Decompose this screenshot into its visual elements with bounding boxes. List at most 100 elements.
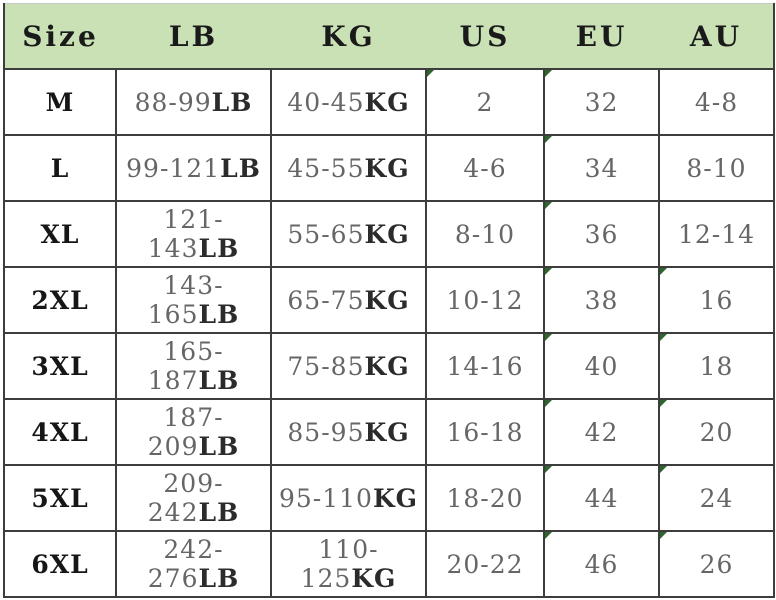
cell-au: 24 [658, 464, 775, 532]
au-value: 12-14 [677, 219, 756, 249]
lb-unit: LB [211, 87, 253, 117]
cell-size: L [3, 134, 117, 202]
lb-unit: LB [198, 498, 240, 527]
kg-unit: KG [351, 564, 397, 593]
col-header-lb: LB [116, 3, 271, 70]
cell-us: 10-12 [425, 266, 545, 334]
cell-us: 16-18 [425, 398, 545, 466]
cell-au: 8-10 [658, 134, 775, 202]
header-row: Size LB KG US EU AU [3, 3, 775, 70]
cell-eu: 34 [543, 134, 660, 202]
error-flag-icon [660, 532, 667, 539]
table-row-m: M 88-99LB 40-45KG 2 32 4-8 [3, 68, 775, 136]
error-flag-icon [545, 136, 552, 143]
eu-value: 32 [584, 87, 619, 117]
lb-range: 143-165 [147, 271, 224, 329]
error-flag-icon [427, 70, 434, 77]
error-flag-icon [660, 400, 667, 407]
lb-unit: LB [198, 234, 240, 263]
kg-unit: KG [364, 351, 410, 381]
lb-range: 165-187 [147, 337, 224, 395]
error-flag-icon [545, 70, 552, 77]
table-row-5xl: 5XL 209-242LB 95-110KG 18-20 44 24 [3, 464, 775, 532]
error-flag-icon [545, 466, 552, 473]
cell-lb: 143-165LB [115, 266, 272, 334]
error-flag-icon [545, 268, 552, 275]
eu-value: 38 [584, 285, 619, 315]
cell-lb: 187-209LB [115, 398, 272, 466]
lb-unit: LB [198, 564, 240, 593]
error-flag-icon [545, 532, 552, 539]
au-value: 18 [699, 351, 734, 381]
table-row-xl: XL 121-143LB 55-65KG 8-10 36 12-14 [3, 200, 775, 268]
eu-value: 36 [584, 219, 619, 249]
cell-eu: 38 [543, 266, 660, 334]
cell-kg: 75-85KG [270, 332, 427, 400]
us-value: 2 [476, 87, 494, 117]
cell-size: 3XL [3, 332, 117, 400]
au-value: 24 [699, 483, 734, 513]
kg-range: 85-95 [287, 417, 365, 447]
error-flag-icon [545, 202, 552, 209]
size-chart-table: Size LB KG US EU AU M 88-99LB 40-45KG 2 … [3, 3, 775, 598]
table-row-6xl: 6XL 242-276LB 110-125KG 20-22 46 26 [3, 530, 775, 598]
error-flag-icon [660, 466, 667, 473]
kg-range: 65-75 [287, 285, 365, 315]
cell-au: 16 [658, 266, 775, 334]
cell-size: M [3, 68, 117, 136]
cell-kg: 65-75KG [270, 266, 427, 334]
cell-lb: 209-242LB [115, 464, 272, 532]
cell-us: 14-16 [425, 332, 545, 400]
cell-eu: 42 [543, 398, 660, 466]
col-header-size: Size [3, 3, 116, 70]
table-row-l: L 99-121LB 45-55KG 4-6 34 8-10 [3, 134, 775, 202]
au-value: 4-8 [694, 87, 739, 117]
eu-value: 42 [584, 417, 619, 447]
au-value: 8-10 [686, 153, 747, 183]
cell-lb: 88-99LB [115, 68, 272, 136]
cell-eu: 32 [543, 68, 660, 136]
kg-unit: KG [364, 87, 410, 117]
lb-range: 88-99 [134, 87, 212, 117]
cell-us: 8-10 [425, 200, 545, 268]
col-header-kg: KG [271, 3, 426, 70]
eu-value: 44 [584, 483, 619, 513]
kg-unit: KG [372, 483, 419, 513]
table-row-2xl: 2XL 143-165LB 65-75KG 10-12 38 16 [3, 266, 775, 334]
table-row-4xl: 4XL 187-209LB 85-95KG 16-18 42 20 [3, 398, 775, 466]
error-flag-icon [545, 334, 552, 341]
lb-range: 121-143 [147, 205, 224, 263]
cell-us: 4-6 [425, 134, 545, 202]
kg-range: 75-85 [287, 351, 365, 381]
kg-range: 55-65 [287, 219, 365, 249]
cell-size: 4XL [3, 398, 117, 466]
cell-size: XL [3, 200, 117, 268]
us-value: 18-20 [446, 483, 524, 513]
kg-unit: KG [364, 417, 410, 447]
lb-range: 242-276 [147, 535, 224, 593]
error-flag-icon [660, 268, 667, 275]
kg-range: 95-110 [278, 483, 373, 513]
col-header-au: AU [659, 3, 775, 70]
kg-range: 110-125 [300, 535, 379, 593]
cell-eu: 44 [543, 464, 660, 532]
lb-range: 99-121 [126, 153, 221, 183]
cell-us: 20-22 [425, 530, 545, 598]
error-flag-icon [660, 334, 667, 341]
cell-au: 4-8 [658, 68, 775, 136]
cell-eu: 36 [543, 200, 660, 268]
cell-lb: 121-143LB [115, 200, 272, 268]
cell-au: 12-14 [658, 200, 775, 268]
cell-kg: 55-65KG [270, 200, 427, 268]
cell-lb: 99-121LB [115, 134, 272, 202]
table-row-3xl: 3XL 165-187LB 75-85KG 14-16 40 18 [3, 332, 775, 400]
us-value: 4-6 [463, 153, 507, 183]
cell-kg: 40-45KG [270, 68, 427, 136]
us-value: 14-16 [446, 351, 524, 381]
us-value: 10-12 [446, 285, 524, 315]
cell-kg: 110-125KG [270, 530, 427, 598]
kg-unit: KG [364, 153, 410, 183]
lb-unit: LB [198, 366, 240, 395]
cell-eu: 46 [543, 530, 660, 598]
cell-size: 2XL [3, 266, 117, 334]
